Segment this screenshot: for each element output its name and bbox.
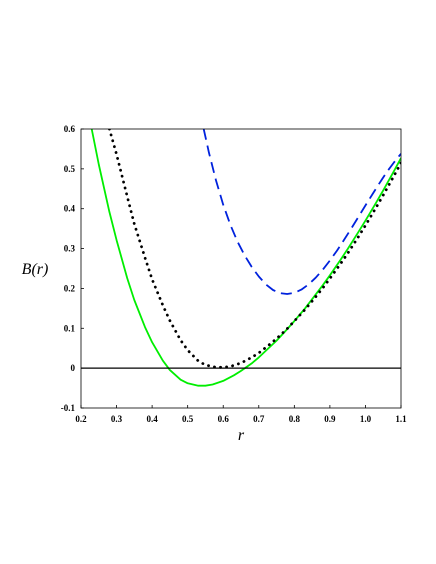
- x-tick-label: 0.5: [182, 414, 194, 424]
- x-tick-label: 0.3: [111, 414, 123, 424]
- plot-frame: [80, 128, 402, 409]
- series-dotted-line: [108, 129, 401, 369]
- y-tick-label: -0.1: [61, 403, 76, 413]
- y-tick-label: 0.5: [64, 164, 76, 174]
- x-tick-label: 1.1: [395, 414, 407, 424]
- series-solid-line: [90, 129, 401, 387]
- x-tick-label: 0.6: [218, 414, 230, 424]
- x-tick-label: 0.7: [253, 414, 265, 424]
- y-tick-label: 0.3: [64, 244, 76, 254]
- x-tick-label: 0.8: [289, 414, 301, 424]
- y-tick-label: 0: [71, 363, 76, 373]
- x-axis-label: r: [238, 427, 245, 444]
- ticks-layer: 0.2 0.3 0.4 0.5 0.6 0.7 0.8 0.9 1.0 1.1 -0.1 0 0.1 0.…: [61, 124, 407, 424]
- y-tick-label: 0.4: [64, 204, 76, 214]
- y-axis-label: B(r): [22, 261, 49, 278]
- x-tick-label: 0.9: [324, 414, 336, 424]
- series-dashed-line: [202, 129, 401, 295]
- x-tick-label: 0.2: [75, 414, 87, 424]
- x-tick-label: 0.4: [146, 414, 158, 424]
- y-tick-label: 0.6: [64, 124, 76, 134]
- y-tick-label: 0.1: [64, 323, 76, 333]
- y-tick-label: 0.2: [64, 283, 76, 293]
- x-tick-label: 1.0: [360, 414, 372, 424]
- series-layer: [90, 129, 401, 387]
